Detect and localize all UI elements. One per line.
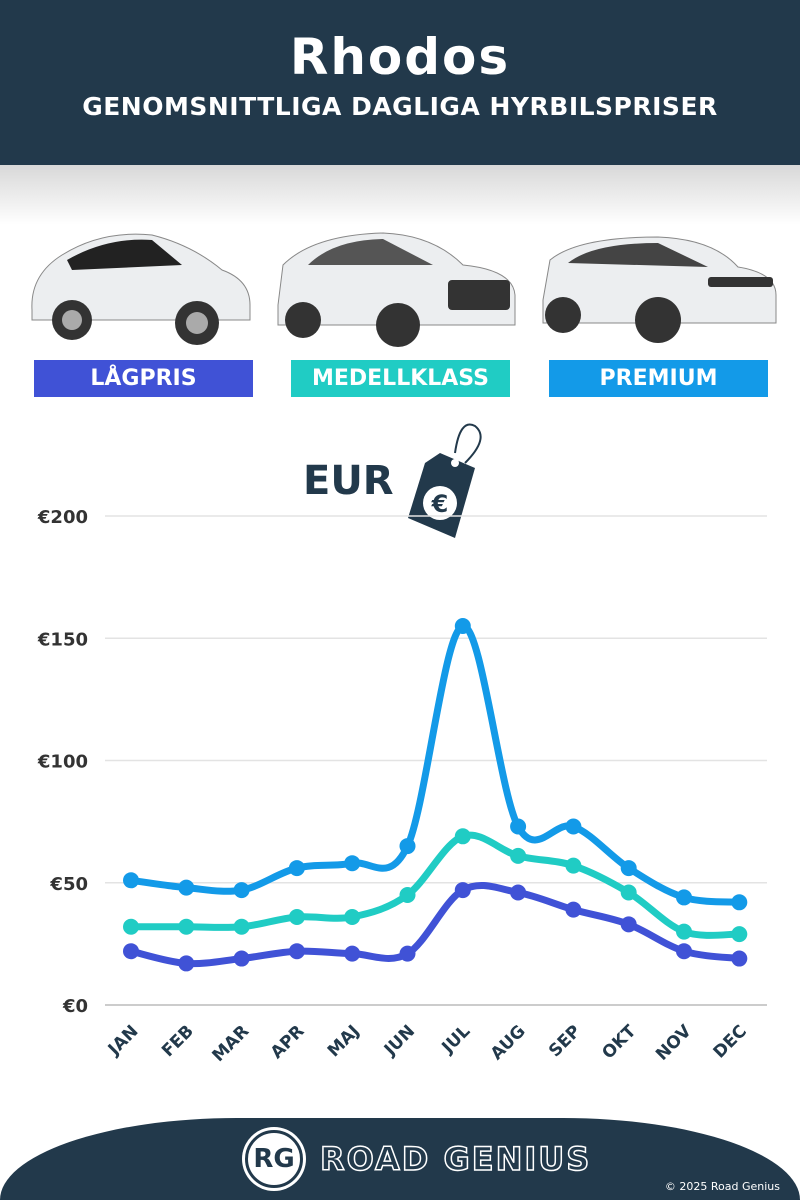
data-point (288, 943, 305, 960)
data-point (454, 882, 471, 899)
x-tick-label: JAN (104, 1021, 143, 1060)
data-point (454, 618, 471, 635)
data-point (123, 943, 139, 960)
x-tick-label: MAR (208, 1021, 253, 1066)
y-tick-label: €0 (62, 996, 88, 1017)
data-point (565, 818, 582, 835)
y-tick-label: €50 (49, 874, 88, 895)
data-point (731, 926, 748, 943)
data-point (233, 950, 250, 967)
data-point (565, 857, 582, 874)
x-tick-label: MAJ (324, 1021, 364, 1061)
data-point (178, 918, 195, 935)
copyright: © 2025 Road Genius (664, 1180, 780, 1193)
data-point (620, 884, 637, 901)
category-midsize: MEDELLKLASS (291, 360, 510, 397)
data-point (288, 908, 305, 925)
x-tick-label: SEP (545, 1021, 585, 1061)
x-tick-label: AUG (487, 1021, 530, 1064)
data-point (344, 945, 361, 962)
footer (0, 1118, 800, 1200)
data-point (454, 828, 471, 845)
y-tick-label: €100 (37, 752, 88, 773)
data-point (510, 847, 527, 864)
data-point (123, 872, 139, 889)
data-point (399, 838, 416, 855)
x-tick-label: OKT (598, 1021, 640, 1063)
header-shadow (0, 165, 800, 225)
category-premium: PREMIUM (549, 360, 768, 397)
x-tick-label: JUN (380, 1021, 419, 1060)
data-point (620, 916, 637, 933)
brand-name: ROAD GENIUS (319, 1139, 592, 1179)
economy-car-image (31, 233, 251, 345)
data-point (676, 943, 692, 960)
page-title: Rhodos (289, 28, 511, 86)
header: Rhodos GENOMSNITTLIGA DAGLIGA HYRBILSPRI… (0, 0, 800, 165)
currency-label: EUR (303, 458, 394, 504)
data-point (178, 879, 195, 896)
x-tick-label: DEC (710, 1021, 751, 1062)
line-chart: €0 €50 €100 €150 €200 JAN FEB MAR APR MAJ JUN JUL AU… (37, 507, 767, 1066)
data-point (676, 923, 692, 940)
premium-suv-image (542, 236, 777, 343)
x-tick-label: NOV (652, 1021, 696, 1065)
y-tick-label: €150 (37, 629, 88, 650)
data-point (399, 886, 416, 903)
data-point (510, 818, 527, 835)
data-point (620, 860, 637, 877)
data-point (233, 882, 250, 899)
x-tick-label: APR (267, 1021, 309, 1063)
data-point (399, 945, 416, 962)
category-lowcost: LÅGPRIS (34, 360, 253, 397)
data-point (288, 860, 305, 877)
x-tick-label: JUL (438, 1021, 475, 1058)
data-point (731, 894, 748, 911)
data-point (123, 918, 139, 935)
data-point (510, 884, 527, 901)
data-point (344, 908, 361, 925)
data-point (731, 950, 748, 967)
data-point (344, 855, 361, 872)
y-tick-label: €200 (37, 507, 88, 528)
page-subtitle: GENOMSNITTLIGA DAGLIGA HYRBILSPRISER (82, 92, 718, 121)
data-point (178, 955, 195, 972)
data-point (565, 901, 582, 918)
midsize-suv-image (277, 232, 516, 347)
road-genius-logo: RG (245, 1130, 303, 1188)
data-point (676, 889, 692, 906)
data-point (233, 918, 250, 935)
x-tick-label: FEB (158, 1021, 198, 1061)
euro-symbol: € (431, 490, 449, 518)
